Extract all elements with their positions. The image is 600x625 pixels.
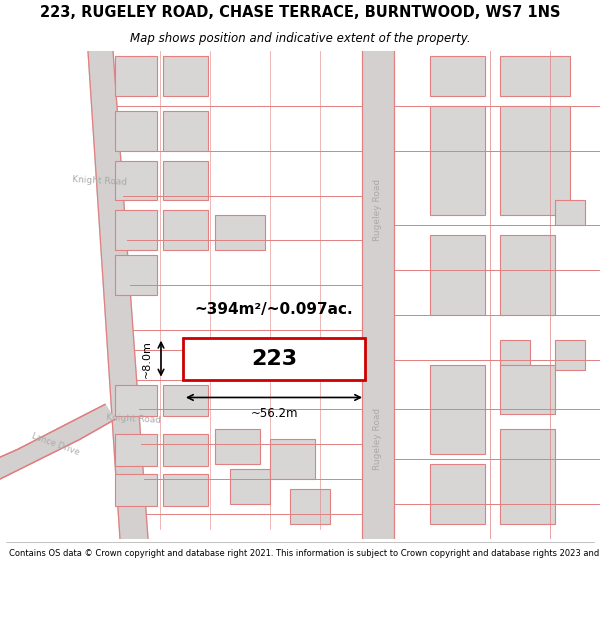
- Bar: [270, 439, 315, 479]
- Polygon shape: [88, 51, 148, 539]
- Bar: [163, 111, 208, 151]
- Bar: [430, 106, 485, 216]
- Text: ~8.0m: ~8.0m: [142, 340, 152, 377]
- Bar: [115, 211, 157, 250]
- Bar: [115, 384, 157, 416]
- Text: Map shows position and indicative extent of the property.: Map shows position and indicative extent…: [130, 32, 470, 45]
- Bar: [115, 434, 157, 466]
- Bar: [163, 56, 208, 96]
- Text: Lance Drive: Lance Drive: [30, 431, 80, 457]
- Bar: [500, 340, 530, 369]
- Bar: [555, 201, 585, 226]
- Bar: [362, 51, 394, 539]
- Bar: [500, 235, 555, 315]
- Text: Rugeley Road: Rugeley Road: [373, 408, 383, 471]
- Bar: [163, 474, 208, 506]
- Text: ~56.2m: ~56.2m: [250, 407, 298, 420]
- Polygon shape: [0, 404, 115, 479]
- Bar: [115, 474, 157, 506]
- Text: 223: 223: [251, 349, 297, 369]
- Bar: [215, 216, 265, 250]
- Bar: [183, 338, 365, 379]
- Bar: [430, 56, 485, 96]
- Bar: [215, 429, 260, 464]
- Text: Knight Road: Knight Road: [106, 413, 161, 425]
- Bar: [500, 106, 570, 216]
- Bar: [430, 235, 485, 315]
- Bar: [115, 56, 157, 96]
- Bar: [115, 255, 157, 295]
- Bar: [555, 340, 585, 369]
- Bar: [430, 464, 485, 524]
- Bar: [163, 211, 208, 250]
- Text: Rugeley Road: Rugeley Road: [373, 179, 383, 241]
- Bar: [163, 384, 208, 416]
- Text: ~394m²/~0.097ac.: ~394m²/~0.097ac.: [194, 302, 353, 318]
- Bar: [115, 161, 157, 201]
- Text: Knight Road: Knight Road: [73, 174, 128, 186]
- Bar: [500, 364, 555, 414]
- Bar: [430, 364, 485, 454]
- Bar: [290, 489, 330, 524]
- Bar: [163, 434, 208, 466]
- Bar: [500, 56, 570, 96]
- Text: 223, RUGELEY ROAD, CHASE TERRACE, BURNTWOOD, WS7 1NS: 223, RUGELEY ROAD, CHASE TERRACE, BURNTW…: [40, 5, 560, 20]
- Bar: [230, 469, 270, 504]
- Bar: [115, 111, 157, 151]
- Bar: [163, 161, 208, 201]
- Bar: [500, 429, 555, 524]
- Text: Contains OS data © Crown copyright and database right 2021. This information is : Contains OS data © Crown copyright and d…: [9, 549, 600, 558]
